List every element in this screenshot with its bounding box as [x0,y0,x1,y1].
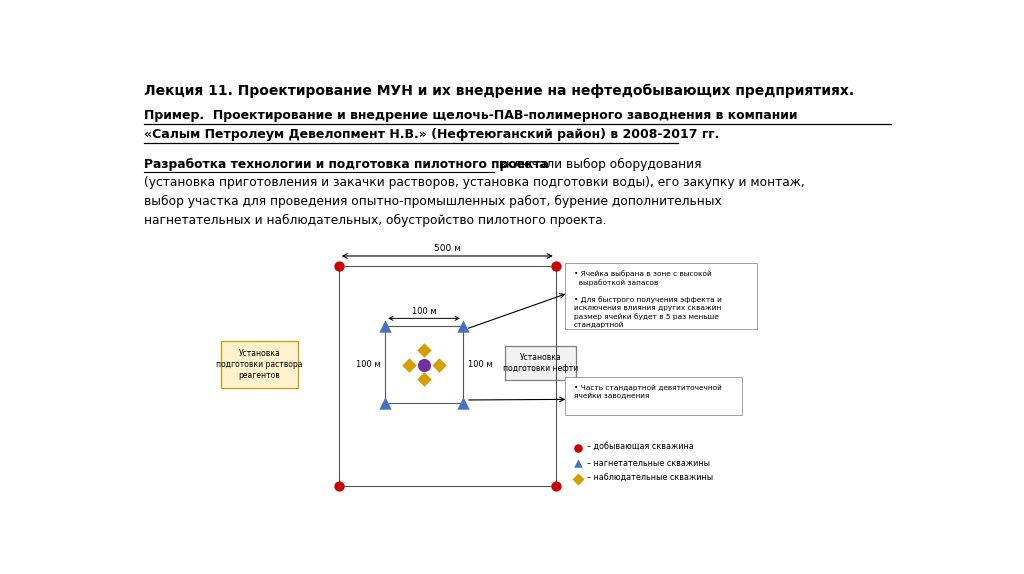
Text: 500 м: 500 м [434,244,461,253]
Point [455,398,471,408]
Point [331,261,347,270]
Point [416,346,432,355]
Text: Разработка технологии и подготовка пилотного проекта: Разработка технологии и подготовка пилот… [143,158,549,171]
Text: «Салым Петролеум Девелопмент Н.В.» (Нефтеюганский район) в 2008-2017 гг.: «Салым Петролеум Девелопмент Н.В.» (Нефт… [143,128,719,141]
FancyBboxPatch shape [505,346,575,380]
Point [548,261,564,270]
Text: Установка
подготовки нефти: Установка подготовки нефти [503,353,578,373]
Text: (установка приготовления и закачки растворов, установка подготовки воды), его за: (установка приготовления и закачки раств… [143,176,804,227]
Text: – наблюдательные скважины: – наблюдательные скважины [587,474,713,483]
Text: Пример.  Проектирование и внедрение щелочь-ПАВ-полимерного заводнения в компании: Пример. Проектирование и внедрение щелоч… [143,109,797,122]
Text: Лекция 11. Проектирование МУН и их внедрение на нефтедобывающих предприятиях.: Лекция 11. Проектирование МУН и их внедр… [143,83,854,98]
Text: – добывающая скважина: – добывающая скважина [587,443,693,452]
Text: – нагнетательные скважины: – нагнетательные скважины [587,459,710,468]
FancyArrowPatch shape [469,294,564,328]
Text: • Ячейка выбрана в зоне с высокой
  выработкой запасов

• Для быстрого получения: • Ячейка выбрана в зоне с высокой вырабо… [573,270,722,328]
Text: Установка
подготовки раствора
реагентов: Установка подготовки раствора реагентов [216,349,303,380]
Point [430,360,446,369]
Text: 100 м: 100 м [412,307,436,316]
Point [569,443,586,452]
FancyArrowPatch shape [469,397,564,402]
Text: • Часть стандартной девятиточечной
ячейки заводнения: • Часть стандартной девятиточечной ячейк… [573,385,722,400]
Point [416,360,432,369]
Point [416,375,432,384]
Text: 100 м: 100 м [356,360,381,369]
Point [377,398,393,408]
Point [331,482,347,491]
Text: 100 м: 100 м [468,360,493,369]
Text: включали выбор оборудования: включали выбор оборудования [495,158,701,171]
Point [569,459,586,468]
FancyBboxPatch shape [565,377,741,416]
Point [401,360,418,369]
Point [377,321,393,331]
Point [548,482,564,491]
FancyBboxPatch shape [221,342,298,387]
Point [569,474,586,483]
Point [455,321,471,331]
FancyBboxPatch shape [565,263,758,329]
